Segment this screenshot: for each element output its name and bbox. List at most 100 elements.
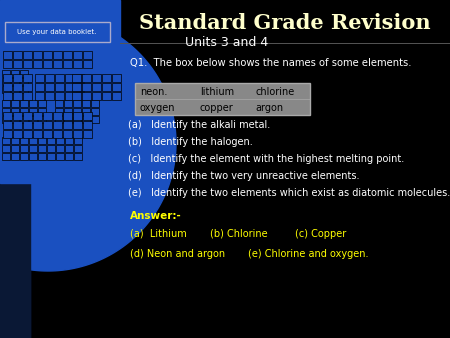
Text: chlorine: chlorine: [255, 87, 294, 97]
Bar: [112, 74, 121, 82]
Bar: [2, 86, 10, 93]
Bar: [35, 92, 44, 100]
Bar: [38, 137, 46, 144]
Bar: [45, 74, 54, 82]
Bar: [29, 137, 37, 144]
Bar: [75, 92, 84, 100]
Bar: [13, 121, 22, 129]
Bar: [29, 100, 37, 107]
Bar: [23, 60, 32, 68]
Bar: [45, 92, 54, 100]
Bar: [65, 153, 73, 160]
Text: lithium: lithium: [200, 87, 234, 97]
Bar: [82, 83, 91, 91]
Bar: [2, 100, 10, 107]
Bar: [20, 100, 28, 107]
Bar: [65, 83, 74, 91]
Bar: [11, 70, 19, 77]
Bar: [55, 92, 64, 100]
Bar: [74, 137, 82, 144]
Bar: [83, 112, 92, 120]
Bar: [72, 74, 81, 82]
Bar: [56, 145, 64, 152]
Bar: [83, 121, 92, 129]
Text: (a)  Lithium: (a) Lithium: [130, 229, 187, 239]
Bar: [33, 60, 42, 68]
Bar: [55, 100, 63, 107]
Bar: [53, 130, 62, 138]
Bar: [65, 137, 73, 144]
FancyBboxPatch shape: [5, 22, 110, 42]
Bar: [92, 83, 101, 91]
Bar: [64, 116, 72, 123]
Bar: [135, 83, 310, 115]
Bar: [11, 100, 19, 107]
Bar: [75, 83, 84, 91]
Bar: [3, 74, 12, 82]
Bar: [102, 92, 111, 100]
Bar: [74, 145, 82, 152]
Bar: [13, 112, 22, 120]
Bar: [47, 145, 55, 152]
Bar: [64, 108, 72, 115]
Bar: [55, 116, 63, 123]
Text: neon.: neon.: [140, 87, 167, 97]
Text: Q1.  The box below shows the names of some elements.: Q1. The box below shows the names of som…: [130, 58, 411, 68]
Bar: [43, 60, 52, 68]
Bar: [2, 145, 10, 152]
Text: (b) Chlorine: (b) Chlorine: [210, 229, 268, 239]
Bar: [20, 78, 28, 85]
Bar: [74, 153, 82, 160]
Bar: [75, 74, 84, 82]
Bar: [3, 112, 12, 120]
Bar: [11, 153, 19, 160]
Bar: [65, 92, 74, 100]
Bar: [82, 116, 90, 123]
Bar: [73, 51, 82, 59]
Bar: [2, 137, 10, 144]
Bar: [33, 130, 42, 138]
Bar: [29, 116, 37, 123]
Bar: [23, 130, 32, 138]
Polygon shape: [0, 0, 30, 338]
Bar: [45, 83, 54, 91]
Bar: [33, 112, 42, 120]
Bar: [63, 51, 72, 59]
Bar: [23, 74, 32, 82]
Bar: [38, 100, 46, 107]
Bar: [73, 108, 81, 115]
Bar: [112, 83, 121, 91]
Bar: [3, 83, 12, 91]
Bar: [29, 145, 37, 152]
Text: (a)   Identify the alkali metal.: (a) Identify the alkali metal.: [128, 120, 270, 130]
Text: Units 3 and 4: Units 3 and 4: [185, 35, 268, 48]
Bar: [23, 92, 32, 100]
Bar: [20, 86, 28, 93]
Bar: [20, 70, 28, 77]
Bar: [102, 83, 111, 91]
Text: (c) Copper: (c) Copper: [295, 229, 346, 239]
Bar: [63, 121, 72, 129]
Bar: [63, 112, 72, 120]
Bar: [73, 116, 81, 123]
Bar: [13, 130, 22, 138]
Bar: [82, 74, 91, 82]
Bar: [2, 78, 10, 85]
Bar: [65, 74, 74, 82]
Bar: [73, 112, 82, 120]
Polygon shape: [0, 15, 176, 271]
Text: copper: copper: [200, 103, 234, 113]
Bar: [56, 153, 64, 160]
Bar: [53, 112, 62, 120]
Text: (d)   Identify the two very unreactive elements.: (d) Identify the two very unreactive ele…: [128, 171, 360, 181]
Bar: [82, 92, 91, 100]
Bar: [35, 74, 44, 82]
Text: (e) Chlorine and oxygen.: (e) Chlorine and oxygen.: [248, 249, 369, 259]
Bar: [11, 108, 19, 115]
Bar: [3, 60, 12, 68]
Bar: [20, 108, 28, 115]
Bar: [3, 130, 12, 138]
Bar: [64, 100, 72, 107]
Text: (b)   Identify the halogen.: (b) Identify the halogen.: [128, 137, 253, 147]
Bar: [83, 60, 92, 68]
